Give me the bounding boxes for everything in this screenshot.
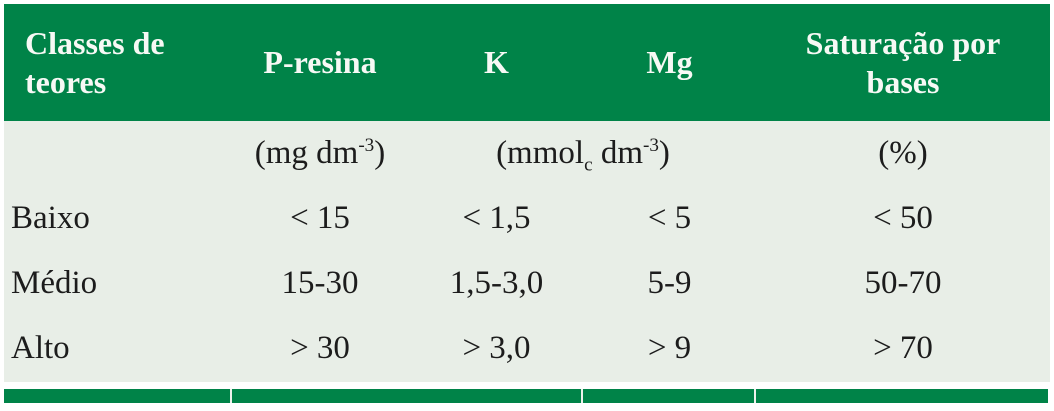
cell-saturacao: < 50 xyxy=(873,200,933,236)
header-classes-de-teores: Classes de teores xyxy=(25,24,165,100)
superscript: -3 xyxy=(358,135,375,156)
row-label: Alto xyxy=(11,330,70,366)
bottom-rule-gap xyxy=(581,389,583,403)
cell-mg: 5-9 xyxy=(647,265,692,301)
bottom-rule-gap xyxy=(230,389,232,403)
units-p-resina: (mg dm-3) xyxy=(254,135,386,171)
bottom-rule-segment xyxy=(232,389,581,403)
bottom-rule-gap xyxy=(754,389,756,403)
cell-k: > 3,0 xyxy=(462,330,531,366)
superscript: -3 xyxy=(642,135,659,156)
header-saturacao-por-bases: Saturação por bases xyxy=(805,24,1001,100)
header-mg: Mg xyxy=(646,44,693,80)
cell-k: 1,5-3,0 xyxy=(449,265,544,301)
cell-p-resina: < 15 xyxy=(290,200,350,236)
cell-p-resina: > 30 xyxy=(290,330,350,366)
header-p-resina: P-resina xyxy=(263,44,377,80)
table-bottom-rule xyxy=(4,389,1050,403)
bottom-rule-segment xyxy=(756,389,1048,403)
cell-p-resina: 15-30 xyxy=(281,265,359,301)
bottom-rule-segment xyxy=(4,389,230,403)
table-row: Alto > 30 > 3,0 > 9 > 70 xyxy=(4,316,1050,381)
header-k: K xyxy=(484,44,509,80)
table-row: Baixo < 15 < 1,5 < 5 < 50 xyxy=(4,186,1050,251)
units-k-mg: (mmolc dm-3) xyxy=(496,135,670,176)
units-saturacao: (%) xyxy=(878,135,928,171)
row-label: Médio xyxy=(11,265,98,301)
cell-mg: < 5 xyxy=(647,200,692,236)
table-body: (mg dm-3) (mmolc dm-3) (%) Baixo < 15 < … xyxy=(4,121,1050,382)
row-label: Baixo xyxy=(11,200,90,236)
bottom-rule-segment xyxy=(583,389,754,403)
cell-saturacao: 50-70 xyxy=(864,265,942,301)
cell-saturacao: > 70 xyxy=(873,330,933,366)
cell-k: < 1,5 xyxy=(462,200,531,236)
table-header-row: Classes de teores P-resina K Mg Saturaçã… xyxy=(4,4,1050,121)
units-row: (mg dm-3) (mmolc dm-3) (%) xyxy=(4,121,1050,186)
cell-mg: > 9 xyxy=(647,330,692,366)
table-row: Médio 15-30 1,5-3,0 5-9 50-70 xyxy=(4,251,1050,316)
subscript-c: c xyxy=(584,154,593,176)
